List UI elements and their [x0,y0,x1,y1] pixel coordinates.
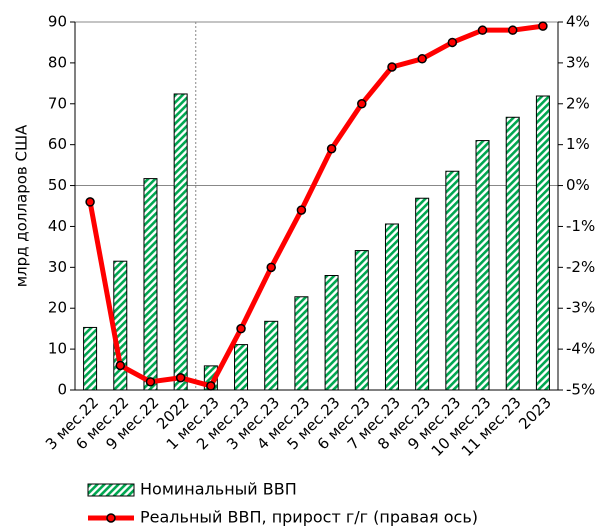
bar [475,140,490,391]
y-tick-label: 90 [48,13,67,31]
bar [384,223,399,391]
bar [173,93,188,391]
line-marker [145,377,156,387]
line-marker [477,25,488,35]
y-tick-label: 40 [48,217,67,235]
line [87,23,546,389]
bar [505,116,520,391]
y-tick-label: 50 [48,176,67,194]
y2-tick-label: -3% [566,299,595,317]
y2-tick-label: -4% [566,340,595,358]
bar [535,95,550,391]
y2-tick-label: 0% [566,176,590,194]
bar [234,344,249,391]
line-marker [326,144,337,154]
y-tick-label: 0 [57,381,67,399]
y2-tick-label: 4% [566,13,590,31]
y2-tick-label: -1% [566,217,595,235]
line-marker [538,21,548,31]
line-marker [447,37,458,48]
legend-marker [106,513,116,523]
y2-tick-label: 1% [566,135,590,153]
y2-tick-label: -2% [566,258,595,276]
y-axis-label: млрд долларов США [13,124,31,287]
bar [264,320,279,391]
line-marker [236,323,246,334]
bar [354,250,369,391]
legend-label: Реальный ВВП, прирост г/г (правая ось) [140,508,478,527]
bar [445,170,460,391]
legend-label: Номинальный ВВП [140,480,297,499]
line-marker [357,99,367,109]
y-tick-label: 70 [48,94,67,112]
y2-tick-label: 2% [566,94,590,112]
y-tick-label: 60 [48,135,67,153]
y-tick-label: 20 [48,299,67,317]
y-tick-label: 30 [48,258,67,276]
bar [83,326,98,391]
bar [324,275,339,391]
y2-tick-label: -5% [566,381,595,399]
line-marker [507,25,518,35]
line-marker [387,62,397,72]
line-marker [85,197,95,207]
legend-swatch [87,483,135,497]
line-marker [417,54,427,64]
line-marker [115,360,126,371]
y-tick-label: 80 [48,53,67,71]
line-marker [206,381,216,391]
bar [294,296,309,391]
y2-tick-label: 3% [566,53,590,71]
y-tick-label: 10 [48,340,67,358]
bar [143,178,158,391]
line-marker [266,262,276,273]
line-marker [175,372,186,383]
line-marker [296,205,307,215]
bar [415,197,430,391]
